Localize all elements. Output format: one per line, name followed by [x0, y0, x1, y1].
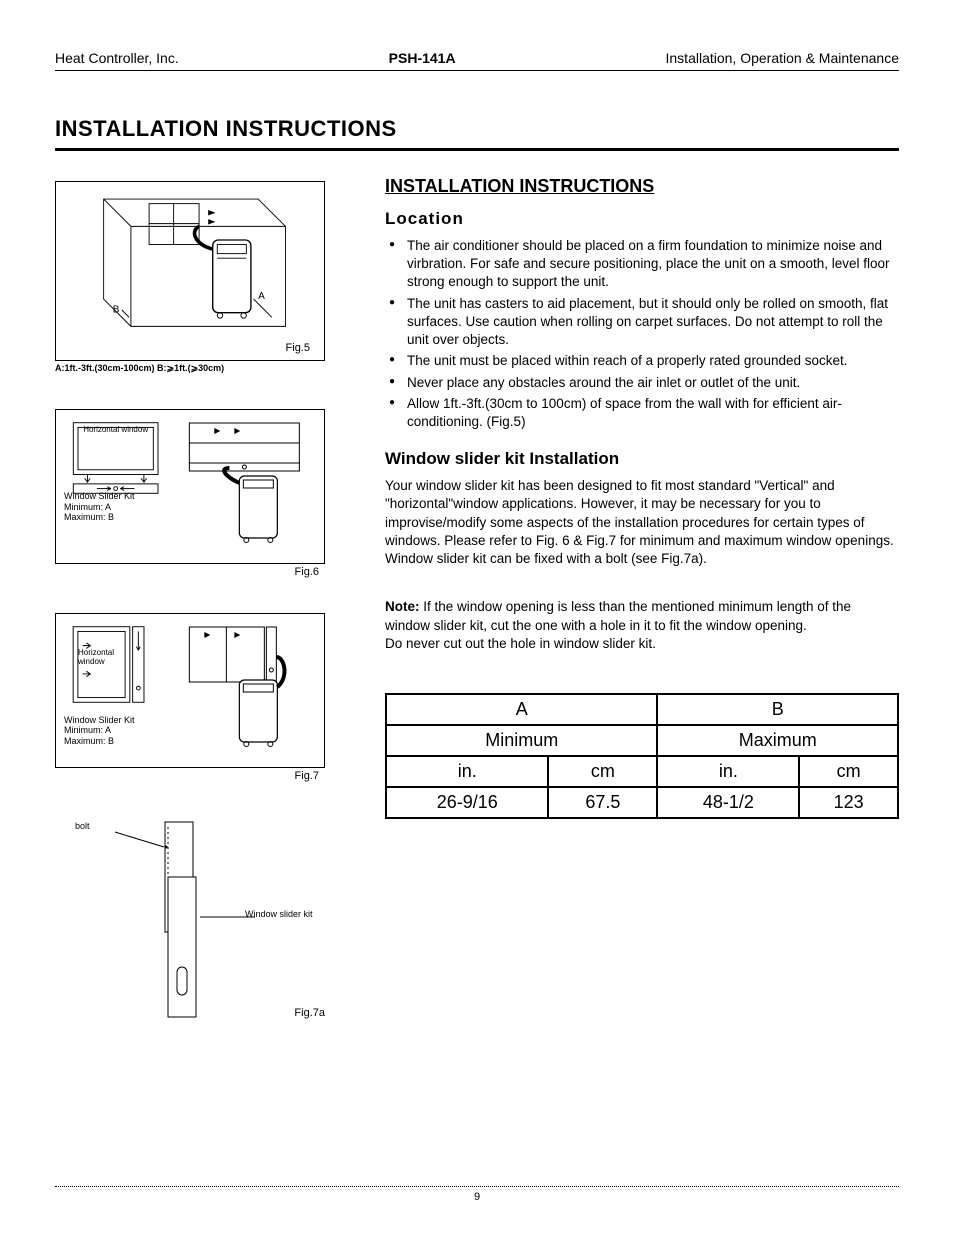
fig5-box: B A Fig.5: [55, 181, 325, 361]
location-heading: Location: [385, 209, 899, 229]
table-a-in-val: 26-9/16: [386, 787, 548, 818]
svg-text:B: B: [113, 305, 120, 316]
table-min: Minimum: [386, 725, 657, 756]
fig7a-bolt-label: bolt: [75, 821, 90, 831]
fig7-label: Fig.7: [55, 770, 325, 782]
note-block: Note: If the window opening is less than…: [385, 598, 899, 653]
fig7-min-label: Minimum: A: [64, 725, 167, 736]
fig6-min-label: Minimum: A: [64, 502, 167, 513]
table-col-a: A: [386, 694, 657, 725]
table-in-b: in.: [657, 756, 799, 787]
fig7-kit-label: Window Slider Kit: [64, 715, 167, 726]
table-b-in-val: 48-1/2: [657, 787, 799, 818]
sub-title: INSTALLATION INSTRUCTIONS: [385, 176, 899, 197]
note-body: If the window opening is less than the m…: [385, 599, 851, 632]
fig6-label: Fig.6: [55, 566, 325, 578]
bullet-item: The air conditioner should be placed on …: [385, 237, 899, 292]
bullet-item: The unit must be placed within reach of …: [385, 352, 899, 370]
bullet-item: Never place any obstacles around the air…: [385, 374, 899, 392]
table-in-a: in.: [386, 756, 548, 787]
fig7-wrapper: Horizontal window Window Slider Kit Mini…: [55, 613, 325, 782]
table-cm-b: cm: [799, 756, 898, 787]
text-column: INSTALLATION INSTRUCTIONS Location The a…: [385, 176, 899, 1027]
table-col-b: B: [657, 694, 898, 725]
table-a-cm-val: 67.5: [548, 787, 657, 818]
svg-text:A: A: [258, 291, 265, 302]
bullet-item: Allow 1ft.-3ft.(30cm to 100cm) of space …: [385, 395, 899, 431]
slider-body: Your window slider kit has been designed…: [385, 477, 899, 568]
fig7a-slider-label: Window slider kit: [245, 909, 313, 919]
fig5-diagram: B A: [64, 190, 316, 340]
fig7-unit-diagram: [173, 622, 316, 752]
fig6-box: Horizontal window Window Slider Kit Mini…: [55, 409, 325, 564]
fig7a-diagram: [55, 817, 325, 1027]
fig6-max-label: Maximum: B: [64, 512, 167, 523]
table-cm-a: cm: [548, 756, 657, 787]
fig7-hw-label: Horizontal window: [78, 649, 118, 667]
page-footer: 9: [55, 1186, 899, 1203]
slider-heading: Window slider kit Installation: [385, 449, 899, 469]
bullet-item: The unit has casters to aid placement, b…: [385, 295, 899, 350]
table-b-cm-val: 123: [799, 787, 898, 818]
header-center: PSH-141A: [389, 50, 456, 66]
table-max: Maximum: [657, 725, 898, 756]
fig5-caption: A:1ft.-3ft.(30cm-100cm) B:⩾1ft.(⩾30cm): [55, 363, 325, 374]
location-bullets: The air conditioner should be placed on …: [385, 237, 899, 431]
header-left: Heat Controller, Inc.: [55, 50, 179, 66]
fig5-label: Fig.5: [64, 342, 316, 354]
fig6-wrapper: Horizontal window Window Slider Kit Mini…: [55, 409, 325, 578]
note-body2: Do never cut out the hole in window slid…: [385, 636, 656, 651]
page-header: Heat Controller, Inc. PSH-141A Installat…: [55, 50, 899, 71]
fig7a-label: Fig.7a: [294, 1007, 325, 1019]
note-label: Note:: [385, 599, 420, 614]
fig6-kit-label: Window Slider Kit: [64, 491, 167, 502]
fig6-unit-diagram: [173, 418, 316, 548]
fig5-wrapper: B A Fig.5 A:1ft.-3ft.(30cm-100cm) B:⩾1ft…: [55, 181, 325, 374]
main-title: INSTALLATION INSTRUCTIONS: [55, 116, 899, 151]
figures-column: B A Fig.5 A:1ft.-3ft.(30cm-100cm) B:⩾1ft…: [55, 176, 325, 1027]
fig7a-wrapper: bolt Window slider kit Fig.7a: [55, 817, 325, 1027]
header-right: Installation, Operation & Maintenance: [666, 50, 899, 66]
spec-table: A B Minimum Maximum in. cm in. cm 26-9/1…: [385, 693, 899, 819]
fig7-box: Horizontal window Window Slider Kit Mini…: [55, 613, 325, 768]
fig7-max-label: Maximum: B: [64, 736, 167, 747]
page-number: 9: [474, 1191, 480, 1203]
